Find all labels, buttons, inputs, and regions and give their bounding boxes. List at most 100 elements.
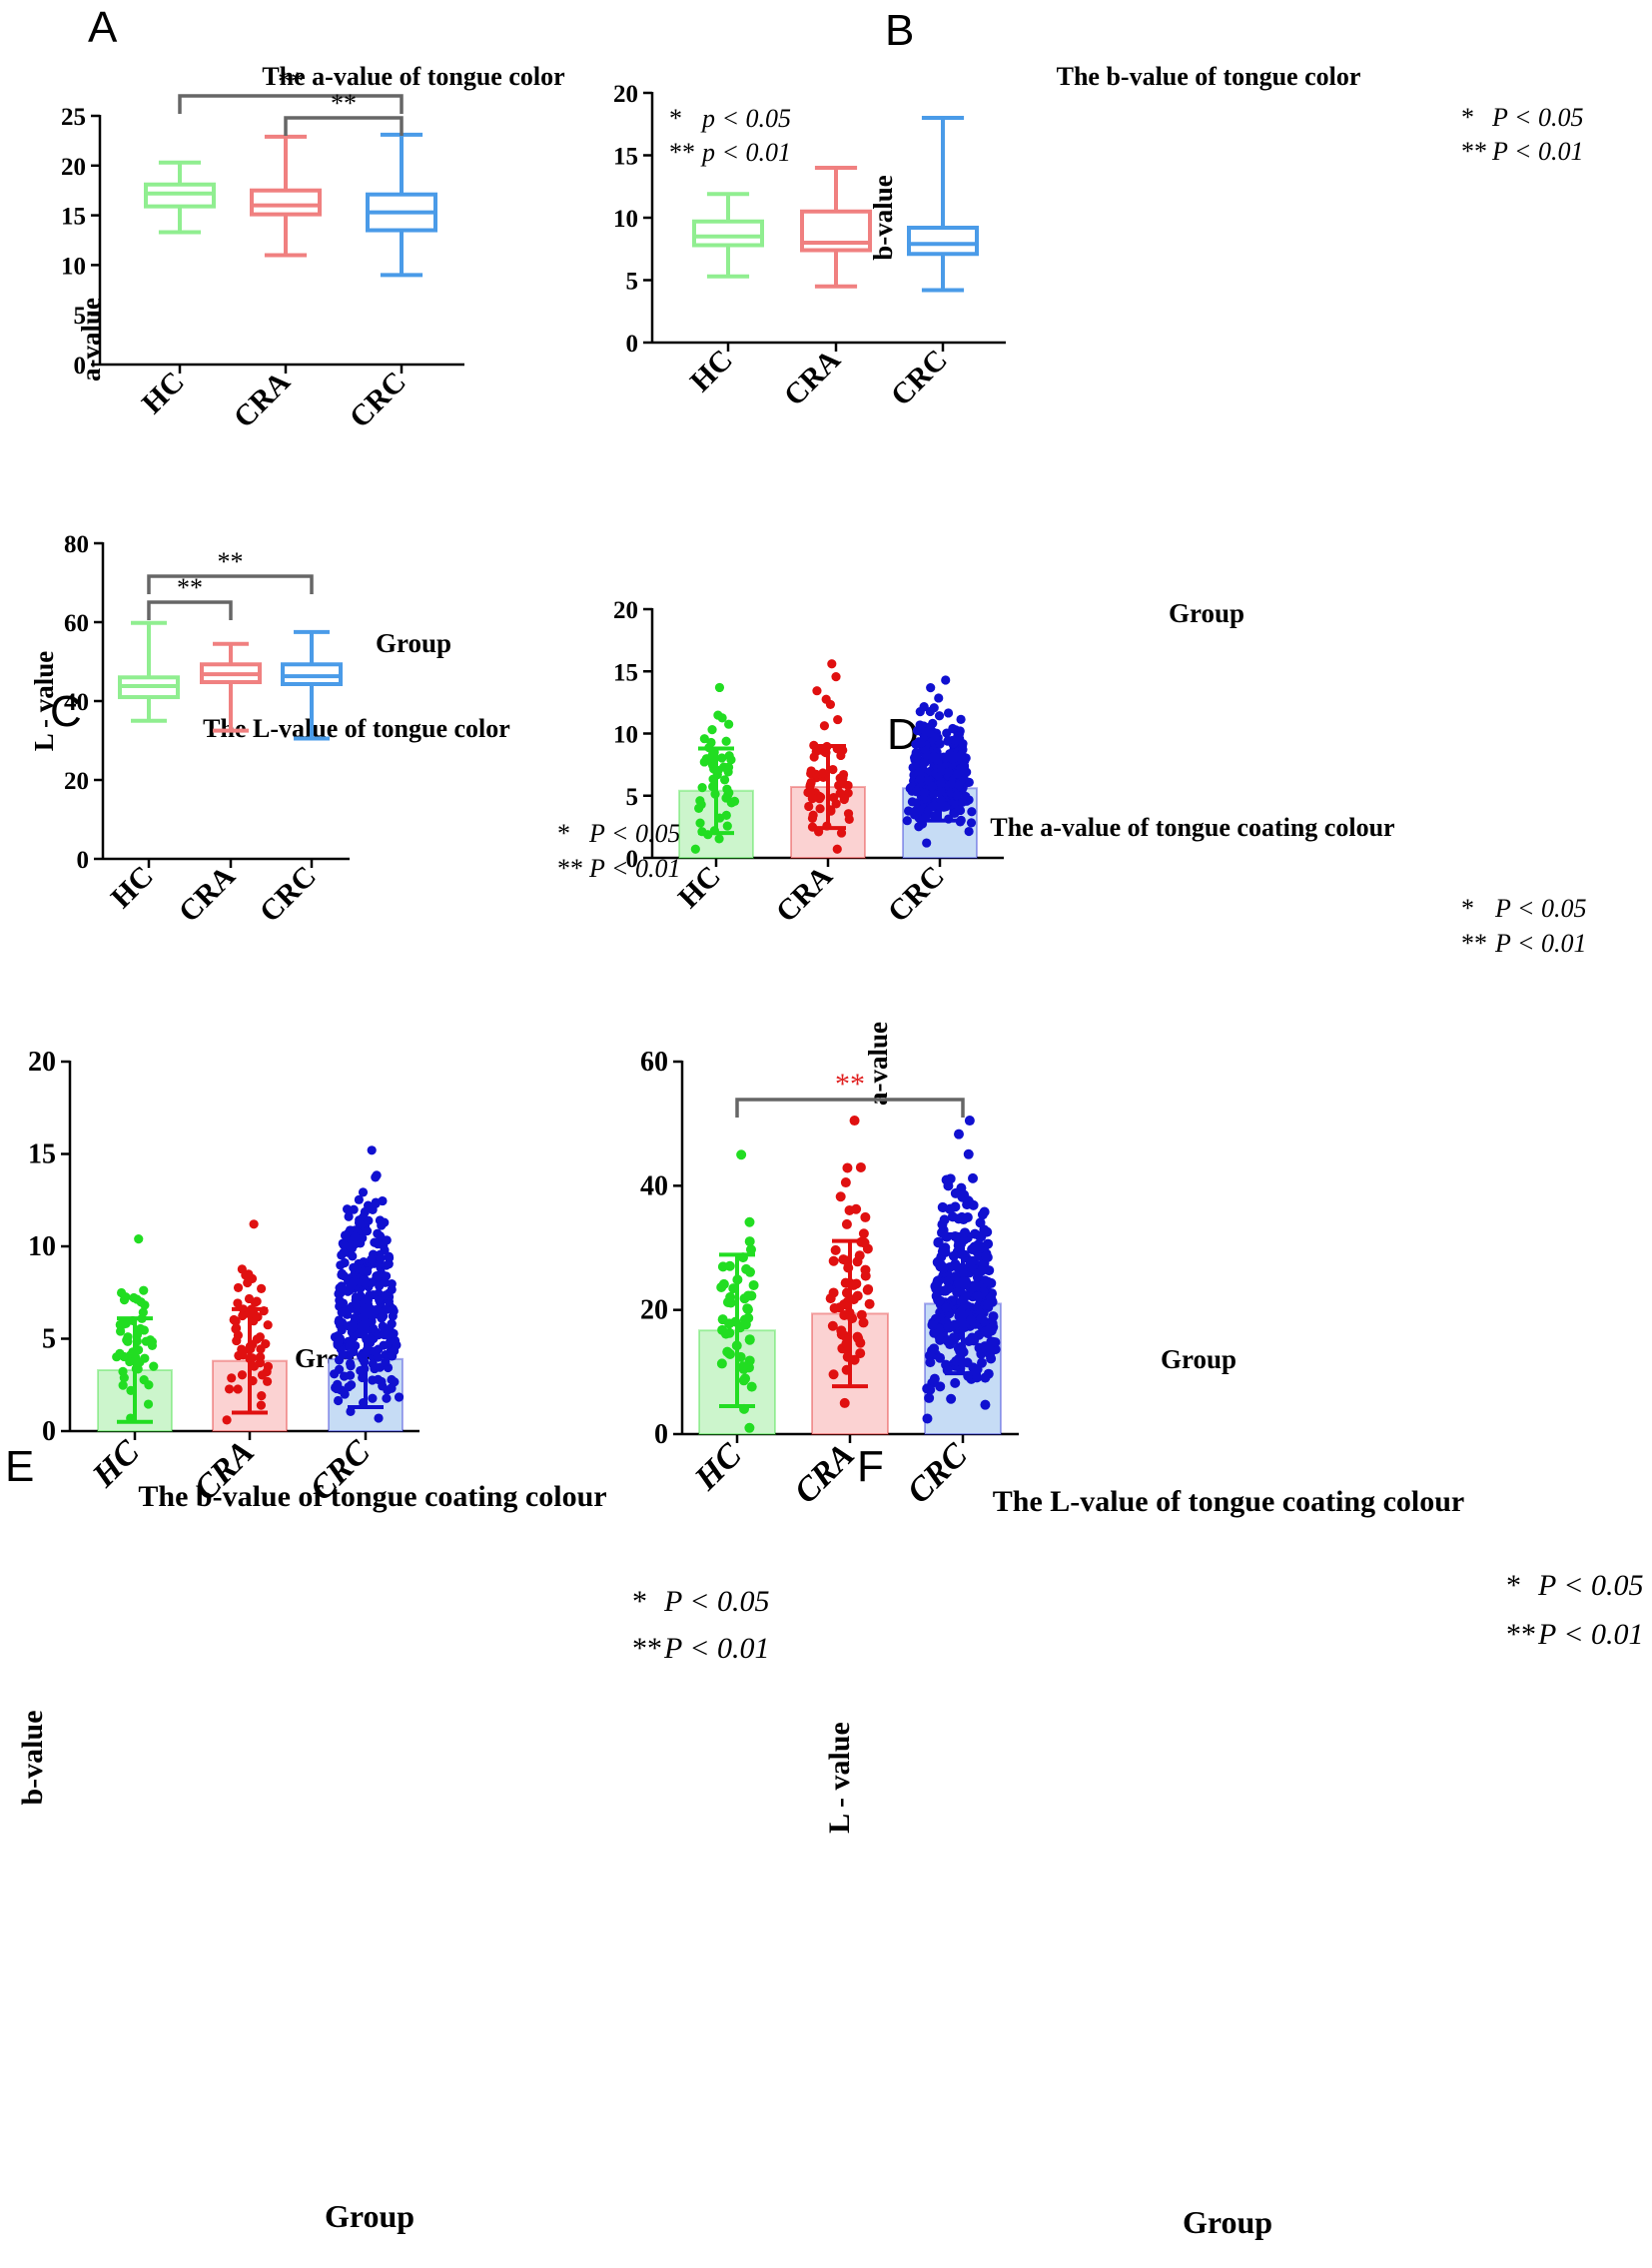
legend-p-1: P < 0.05	[663, 1585, 770, 1618]
data-point	[338, 1298, 349, 1308]
data-point	[339, 1239, 349, 1250]
box-iqr	[907, 226, 979, 257]
data-point	[263, 1376, 273, 1386]
data-point	[973, 1291, 984, 1302]
data-point	[987, 1336, 998, 1347]
data-point	[222, 1415, 232, 1425]
data-point	[830, 1244, 841, 1255]
x-tick-label: CRA	[770, 859, 840, 929]
data-point	[912, 752, 922, 762]
data-point	[807, 794, 817, 804]
y-axis-label: b-value	[16, 1710, 49, 1805]
data-point	[382, 1393, 392, 1403]
data-point	[724, 1318, 735, 1329]
data-point	[375, 1215, 386, 1225]
x-tick-label: CRA	[173, 859, 243, 929]
y-tick-label: 5	[626, 784, 639, 811]
y-ticks: 0 20 40 60	[640, 1047, 682, 1450]
data-point	[358, 1233, 368, 1243]
data-point	[349, 1276, 360, 1287]
data-point	[914, 767, 925, 777]
plot-marks	[98, 115, 464, 367]
data-point	[351, 1292, 362, 1302]
data-point	[721, 810, 731, 820]
data-point	[922, 1413, 933, 1424]
chart-title: The a-value of tongue color	[262, 62, 564, 91]
box-iqr	[692, 219, 764, 248]
y-tick-label: 0	[77, 847, 90, 874]
y-tick-label: 40	[640, 1170, 668, 1201]
legend-p-1: P < 0.05	[1494, 894, 1586, 923]
data-point	[369, 1323, 379, 1333]
data-point	[257, 1283, 267, 1293]
data-point	[811, 746, 821, 757]
data-point	[364, 1215, 374, 1225]
data-point	[361, 1278, 371, 1288]
bar-group-CRA	[811, 1116, 889, 1435]
data-point	[836, 1325, 847, 1336]
data-point	[963, 1148, 974, 1159]
data-point	[382, 1304, 392, 1314]
data-point	[722, 784, 732, 794]
data-point	[828, 1255, 839, 1266]
data-point	[244, 1269, 254, 1279]
data-point	[744, 1422, 755, 1433]
panel-letter: F	[857, 1442, 884, 1491]
x-ticks: HC CRA CRC	[684, 343, 954, 412]
data-point	[923, 775, 933, 786]
chart-title: The b-value of tongue coating colour	[138, 1480, 606, 1513]
plot-marks	[101, 542, 350, 861]
y-tick-label: 20	[64, 768, 89, 795]
x-axis-label: Group	[325, 2198, 414, 2234]
data-point	[940, 1245, 951, 1256]
data-point	[699, 757, 709, 767]
data-point	[943, 1321, 954, 1332]
y-ticks: 0 5 10 15 20	[613, 81, 652, 358]
plot-marks	[68, 1061, 419, 1433]
y-tick-label: 20	[61, 154, 86, 181]
data-point	[249, 1361, 260, 1371]
data-point	[919, 702, 929, 712]
data-point	[736, 1149, 747, 1160]
data-point	[356, 1365, 366, 1376]
chart-title: The a-value of tongue coating colour	[990, 813, 1394, 842]
significance-stars: **	[278, 67, 304, 96]
data-point	[373, 1352, 384, 1362]
data-point	[263, 1320, 273, 1330]
significance-legend: * P < 0.05 ** P < 0.01	[1461, 103, 1583, 166]
data-point	[382, 1271, 392, 1281]
legend-stars-2: **	[1461, 137, 1487, 166]
data-point	[746, 1381, 757, 1392]
data-point	[355, 1328, 365, 1339]
data-point	[379, 1340, 389, 1350]
data-point	[956, 815, 966, 825]
data-point	[372, 1271, 382, 1281]
legend-stars-1: *	[669, 104, 682, 133]
data-point	[836, 750, 846, 761]
data-point	[915, 805, 925, 815]
data-point	[716, 1281, 727, 1292]
box-CRC	[366, 132, 437, 278]
data-point	[973, 1268, 984, 1279]
y-tick-label: 5	[42, 1324, 56, 1355]
bar-group-HC	[97, 1234, 173, 1432]
data-point	[958, 739, 968, 749]
data-point	[858, 1317, 869, 1328]
data-point	[954, 780, 964, 790]
data-point	[966, 818, 977, 828]
bracket-line	[147, 600, 233, 620]
chart-title: The L-value of tongue color	[203, 714, 510, 743]
data-point	[804, 801, 814, 812]
data-point	[924, 1392, 935, 1403]
data-point	[805, 780, 816, 790]
significance-stars: **	[331, 89, 357, 118]
data-point	[748, 1279, 759, 1290]
data-point	[851, 1203, 862, 1214]
data-point	[136, 1297, 146, 1307]
significance-brackets: ** **	[147, 547, 314, 620]
y-tick-label: 15	[28, 1139, 56, 1170]
data-point	[934, 693, 944, 703]
data-point	[812, 686, 822, 696]
y-tick-label: 20	[613, 81, 638, 108]
data-point	[256, 1344, 266, 1354]
